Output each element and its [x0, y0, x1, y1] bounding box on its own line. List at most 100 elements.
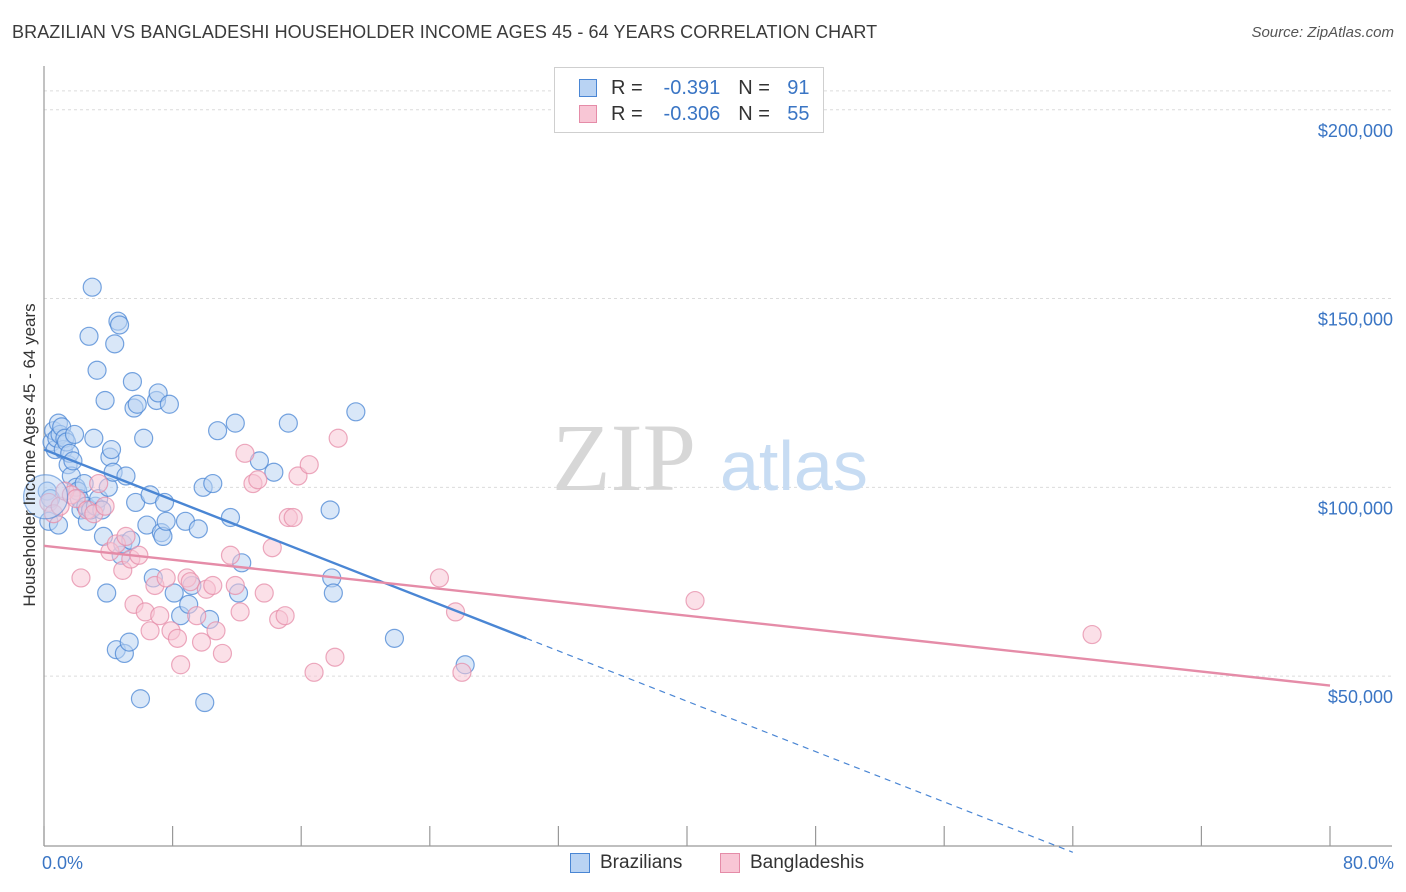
- brazilian-point: [84, 428, 104, 448]
- bangladeshi-point: [187, 606, 207, 626]
- y-tick-label: $150,000: [1318, 310, 1393, 330]
- legend-row-brazilians: R = -0.391 N = 91: [579, 75, 810, 101]
- brazilian-point: [122, 372, 143, 392]
- legend-item-brazilians[interactable]: Brazilians: [570, 852, 682, 874]
- brazilian-point: [82, 277, 102, 297]
- bangladeshi-point: [167, 628, 188, 648]
- legend-n-label: N =: [738, 102, 770, 125]
- legend-r-value: -0.391: [663, 76, 721, 99]
- brazilian-point-cluster: [23, 474, 69, 520]
- brazilian-point: [346, 402, 366, 422]
- legend-n-label: N =: [738, 76, 770, 99]
- bangladeshi-point: [1082, 624, 1102, 645]
- data-points: [23, 277, 1102, 713]
- brazilian-point: [119, 632, 139, 652]
- bangladeshi-point: [220, 545, 241, 565]
- watermark-atlas: atlas: [720, 427, 868, 505]
- brazilian-point: [264, 462, 284, 482]
- legend-n-value: 55: [787, 102, 810, 125]
- bangladeshi-point: [203, 575, 223, 596]
- bangladeshi-point: [225, 575, 245, 596]
- bangladeshi-point: [248, 470, 268, 490]
- brazilian-point: [127, 394, 147, 414]
- brazilian-point: [64, 424, 85, 445]
- legend-swatch-bangladeshis: [579, 105, 597, 123]
- brazilian-point: [148, 383, 168, 403]
- legend-swatch-brazilians: [570, 853, 590, 873]
- y-tick-label: $100,000: [1318, 498, 1393, 518]
- brazilian-trend-line-extension: [526, 637, 1074, 853]
- bangladeshi-point: [325, 647, 345, 667]
- watermark: ZIP atlas: [552, 404, 868, 511]
- bangladeshi-point: [235, 443, 255, 463]
- legend-swatch-brazilians: [579, 79, 597, 97]
- brazilian-point: [105, 334, 125, 354]
- bangladeshi-point: [206, 621, 226, 641]
- bangladeshi-point: [429, 568, 450, 588]
- bangladeshi-point: [156, 568, 176, 588]
- bangladeshi-trend-line: [43, 544, 1331, 687]
- bangladeshi-point: [71, 568, 91, 588]
- bangladeshi-point: [230, 602, 250, 622]
- brazilian-point: [95, 390, 115, 411]
- brazilian-point: [156, 511, 176, 531]
- x-tick-label-min: 0.0%: [42, 853, 83, 873]
- brazilian-point: [203, 473, 223, 494]
- legend-label-bangladeshis: Bangladeshis: [750, 852, 865, 873]
- bangladeshi-point: [254, 583, 274, 603]
- brazilian-point: [323, 583, 343, 603]
- bangladeshi-point: [452, 662, 472, 682]
- chart-title: BRAZILIAN VS BANGLADESHI HOUSEHOLDER INC…: [12, 22, 878, 42]
- bangladeshi-point: [191, 632, 212, 652]
- y-axis-title: Householder Income Ages 45 - 64 years: [20, 303, 39, 606]
- brazilian-point: [97, 583, 117, 603]
- brazilian-point: [188, 519, 208, 539]
- brazilian-point: [208, 421, 228, 441]
- brazilian-trend-line: [43, 448, 527, 640]
- bangladeshi-point: [328, 428, 348, 448]
- correlation-legend: R = -0.391 N = 91 R = -0.306 N = 55: [554, 67, 824, 133]
- bangladeshi-point: [150, 606, 170, 626]
- bangladeshi-point: [171, 655, 191, 675]
- legend-r-value: -0.306: [663, 102, 721, 125]
- brazilian-point: [164, 583, 184, 603]
- x-tick-label-max: 80.0%: [1343, 853, 1394, 873]
- legend-r-label: R =: [611, 102, 643, 125]
- watermark-zip: ZIP: [552, 404, 696, 511]
- bangladeshi-point: [283, 507, 303, 528]
- brazilian-point: [101, 439, 122, 460]
- trend-lines: [43, 448, 1331, 853]
- legend-swatch-bangladeshis: [720, 853, 740, 873]
- bangladeshi-point: [299, 455, 319, 475]
- brazilian-point: [278, 413, 298, 433]
- bangladeshi-point: [304, 662, 324, 682]
- brazilian-point: [134, 428, 154, 448]
- bangladeshi-point: [95, 496, 115, 516]
- legend-r-label: R =: [611, 76, 643, 99]
- brazilian-point: [109, 315, 130, 335]
- bangladeshi-point: [212, 643, 233, 664]
- axes: [43, 66, 1392, 847]
- tick-labels: $50,000 $100,000 $150,000 $200,000 0.0% 80.0%: [42, 121, 1394, 873]
- bangladeshi-point: [288, 466, 308, 486]
- brazilian-point: [320, 500, 340, 520]
- brazilian-point: [384, 628, 405, 648]
- brazilian-point: [130, 689, 151, 709]
- legend-label-brazilians: Brazilians: [600, 852, 683, 873]
- y-tick-label: $200,000: [1318, 121, 1393, 141]
- series-legend: Brazilians Bangladeshis: [0, 852, 1406, 878]
- brazilian-point: [79, 326, 99, 346]
- brazilian-point: [195, 692, 215, 713]
- brazilian-point: [225, 413, 245, 433]
- source-credit: Source: ZipAtlas.com: [1251, 24, 1394, 41]
- legend-row-bangladeshis: R = -0.306 N = 55: [579, 101, 810, 127]
- y-tick-label: $50,000: [1328, 687, 1393, 707]
- legend-item-bangladeshis[interactable]: Bangladeshis: [720, 852, 864, 874]
- brazilian-point: [159, 394, 179, 414]
- bangladeshi-point: [116, 526, 136, 547]
- bangladeshi-point: [89, 473, 109, 494]
- bangladeshi-point: [685, 590, 705, 611]
- bangladeshi-point: [140, 621, 160, 641]
- bangladeshi-point: [275, 606, 295, 626]
